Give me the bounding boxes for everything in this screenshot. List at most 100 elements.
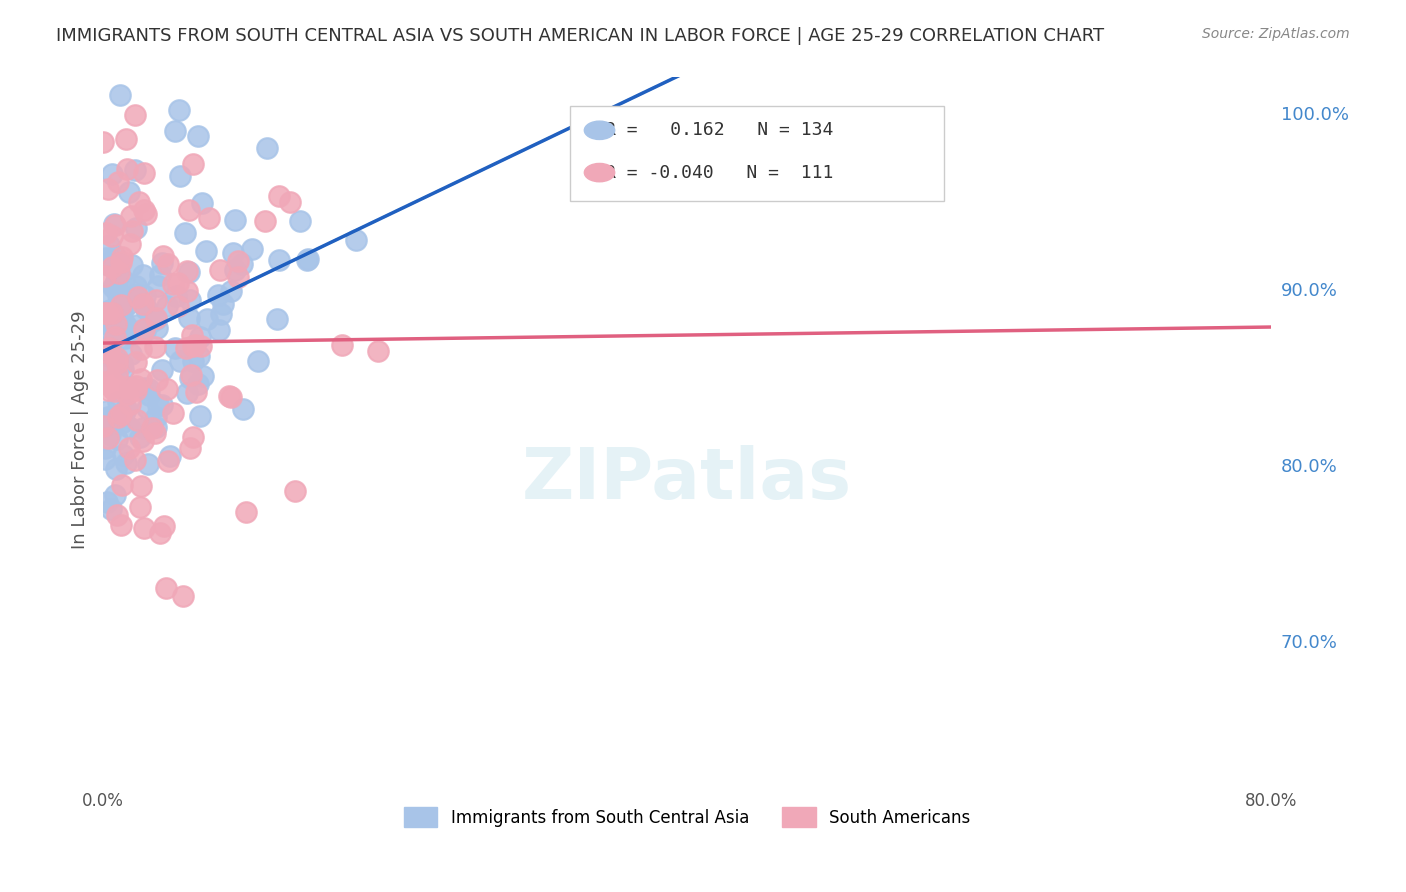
Point (100, 381, 122, 395)
Point (188, 349, 211, 363)
Point (107, 410, 129, 425)
Point (112, 448, 135, 462)
Point (115, 321, 138, 335)
Point (124, 163, 146, 178)
Point (101, 346, 124, 360)
Point (132, 421, 155, 435)
Point (94, 305, 117, 319)
Point (209, 262, 232, 277)
Point (124, 108, 146, 122)
Point (97, 346, 120, 360)
Point (132, 296, 155, 310)
Point (104, 280, 127, 294)
Point (188, 409, 211, 424)
Point (105, 508, 128, 522)
Text: R =   0.162   N = 134: R = 0.162 N = 134 (606, 121, 834, 139)
Point (181, 339, 204, 353)
Point (129, 500, 152, 514)
Point (187, 376, 209, 391)
Point (100, 320, 122, 334)
Point (143, 340, 166, 354)
Point (121, 258, 143, 272)
Point (115, 298, 138, 312)
Point (104, 321, 127, 335)
Point (97, 341, 120, 355)
Point (120, 397, 142, 411)
Point (110, 518, 132, 533)
Point (110, 296, 132, 310)
Point (344, 233, 367, 247)
Point (118, 185, 141, 199)
Point (152, 249, 174, 263)
Point (104, 249, 127, 263)
Point (128, 324, 150, 338)
Point (132, 165, 155, 179)
Point (127, 290, 149, 304)
Point (96, 404, 118, 418)
Point (93, 359, 115, 373)
Point (207, 288, 229, 302)
Point (295, 252, 318, 267)
Point (191, 195, 214, 210)
Point (93, 257, 115, 271)
Point (254, 214, 277, 228)
Point (94, 269, 117, 284)
Point (181, 157, 204, 171)
Point (122, 288, 145, 302)
Point (135, 207, 157, 221)
Point (222, 246, 245, 260)
Point (93, 419, 115, 434)
Point (124, 452, 146, 467)
Point (179, 265, 201, 279)
Point (184, 384, 207, 399)
Point (235, 505, 257, 519)
Point (93, 340, 115, 354)
Point (96, 348, 118, 362)
Point (96, 306, 118, 320)
Point (94, 452, 117, 467)
Point (176, 264, 198, 278)
Point (118, 441, 141, 455)
Point (159, 449, 181, 463)
Point (149, 526, 172, 541)
Point (155, 299, 177, 313)
Point (125, 383, 148, 397)
Point (167, 300, 190, 314)
Point (179, 293, 201, 307)
Point (138, 382, 160, 396)
Point (224, 262, 246, 277)
Point (212, 297, 235, 311)
Point (104, 219, 127, 233)
Point (107, 288, 129, 302)
Point (101, 167, 124, 181)
Point (181, 430, 204, 444)
Point (111, 357, 134, 371)
Point (180, 368, 202, 383)
Point (110, 298, 132, 312)
Point (149, 268, 172, 282)
Point (101, 411, 124, 425)
Point (188, 330, 211, 344)
Point (104, 488, 127, 502)
Point (134, 289, 156, 303)
Point (132, 434, 155, 448)
Point (174, 342, 197, 356)
Point (179, 310, 201, 325)
Point (105, 432, 128, 446)
Point (103, 280, 125, 294)
Point (97, 348, 120, 362)
Point (104, 376, 127, 391)
Point (134, 324, 156, 338)
Point (134, 381, 156, 395)
Text: IMMIGRANTS FROM SOUTH CENTRAL ASIA VS SOUTH AMERICAN IN LABOR FORCE | AGE 25-29 : IMMIGRANTS FROM SOUTH CENTRAL ASIA VS SO… (56, 27, 1104, 45)
Point (135, 301, 157, 316)
Point (367, 343, 389, 358)
Point (163, 124, 186, 138)
Point (120, 237, 142, 252)
Point (125, 379, 148, 393)
Point (256, 141, 278, 155)
Point (107, 395, 129, 409)
Point (141, 420, 163, 434)
Point (132, 268, 155, 283)
Point (93, 135, 115, 149)
